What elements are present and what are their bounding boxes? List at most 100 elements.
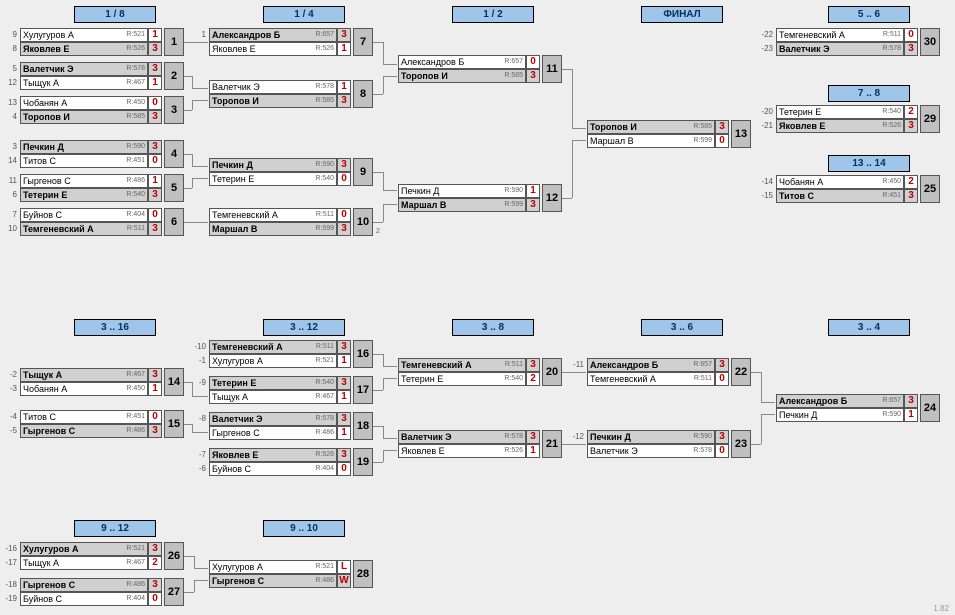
player-rating: R:657: [693, 359, 712, 371]
match: -16Хулугуров АR:5213-17Тыщук АR:467226: [2, 542, 162, 570]
match: Печкин ДR:5901Маршал ВR:599312: [380, 184, 540, 212]
player-name: Гыргенов С: [212, 427, 260, 439]
seed: [380, 55, 398, 69]
match-number: 15: [164, 410, 184, 438]
match-number: 11: [542, 55, 562, 83]
player-rating: R:578: [504, 431, 523, 443]
seed: -8: [191, 412, 209, 426]
seed: [380, 372, 398, 386]
player-rating: R:521: [315, 561, 334, 573]
score: 3: [526, 198, 540, 212]
match-number: 6: [164, 208, 184, 236]
player-rating: R:526: [315, 449, 334, 461]
player-cell: Печкин ДR:590: [587, 430, 715, 444]
bracket-connector: [184, 110, 192, 111]
player-rating: R:540: [882, 106, 901, 118]
player-rating: R:467: [315, 391, 334, 403]
player-cell: Маршал ВR:599: [398, 198, 526, 212]
score: 3: [904, 189, 918, 203]
bracket-connector: [751, 444, 761, 445]
player-cell: Хулугуров АR:521: [20, 28, 148, 42]
player-name: Валетчик Э: [23, 63, 74, 75]
player-cell: Темгеневский АR:511: [209, 208, 337, 222]
match: Темгеневский АR:5113Тетерин ЕR:540220: [380, 358, 540, 386]
player-cell: Печкин ДR:590: [20, 140, 148, 154]
player-cell: Гыргенов СR:486: [20, 424, 148, 438]
seed: [758, 408, 776, 422]
player-cell: Тетерин ЕR:540: [398, 372, 526, 386]
match-number: 30: [920, 28, 940, 56]
player-name: Хулугуров А: [212, 355, 263, 367]
seed: 12: [2, 76, 20, 90]
match-number: 7: [353, 28, 373, 56]
seed: 6: [2, 188, 20, 202]
player-rating: R:451: [126, 411, 145, 423]
seed: [191, 390, 209, 404]
score: 3: [526, 430, 540, 444]
seed: [380, 444, 398, 458]
player-rating: R:511: [883, 29, 901, 41]
score: 0: [715, 372, 729, 386]
player-name: Яковлев Е: [212, 449, 258, 461]
seed: 5: [2, 62, 20, 76]
player-name: Маршал В: [590, 135, 634, 147]
bracket-connector: [184, 556, 194, 557]
player-cell: Тыщук АR:467: [20, 76, 148, 90]
player-name: Титов С: [23, 411, 56, 423]
player-name: Чобанян А: [23, 383, 67, 395]
score: 3: [148, 62, 162, 76]
player-name: Темгеневский А: [212, 209, 278, 221]
score: 0: [148, 96, 162, 110]
match-number: 8: [353, 80, 373, 108]
player-name: Темгеневский А: [23, 223, 94, 235]
round-header: 13 .. 14: [828, 155, 910, 172]
match: 5Валетчик ЭR:578312Тыщук АR:46712: [2, 62, 162, 90]
round-header: 7 .. 8: [828, 85, 910, 102]
match-number: 1: [164, 28, 184, 56]
player-cell: Александров БR:657: [776, 394, 904, 408]
seed: 14: [2, 154, 20, 168]
score: L: [337, 560, 351, 574]
match: -4Титов СR:4510-5Гыргенов СR:486315: [2, 410, 162, 438]
seed: 1: [191, 28, 209, 42]
match: Александров БR:6570Торопов ИR:585311: [380, 55, 540, 83]
score: 1: [337, 390, 351, 404]
player-cell: Темгеневский АR:511: [398, 358, 526, 372]
player-cell: Гыргенов СR:486: [209, 426, 337, 440]
seed: [758, 394, 776, 408]
player-name: Валетчик Э: [212, 81, 260, 93]
seed: -2: [2, 368, 20, 382]
player-cell: Торопов ИR:585: [209, 94, 337, 108]
seed: [380, 69, 398, 83]
player-name: Тыщук А: [23, 557, 59, 569]
score: 3: [337, 376, 351, 390]
player-name: Торопов И: [212, 95, 259, 107]
player-name: Хулугуров А: [212, 561, 263, 573]
score: 3: [148, 222, 162, 236]
player-name: Тетерин Е: [779, 106, 821, 118]
score: 0: [148, 154, 162, 168]
player-cell: Яковлев Е R:526: [209, 448, 337, 462]
seed: [191, 426, 209, 440]
bracket-connector: [572, 140, 573, 198]
player-cell: Печкин ДR:590: [209, 158, 337, 172]
player-name: Темгеневский А: [779, 29, 845, 41]
match: -11Александров БR:6573Темгеневский АR:51…: [569, 358, 729, 386]
seed: [569, 134, 587, 148]
score: 1: [526, 184, 540, 198]
score: 3: [337, 222, 351, 236]
player-name: Тетерин Е: [23, 189, 67, 201]
match: 13Чобанян АR:45004Торопов ИR:58533: [2, 96, 162, 124]
match: -9Тетерин ЕR:5403Тыщук АR:467117: [191, 376, 351, 404]
seed: [191, 158, 209, 172]
player-rating: R:599: [693, 135, 712, 147]
seed: [569, 372, 587, 386]
player-rating: R:657: [315, 29, 334, 41]
seed: 7: [2, 208, 20, 222]
score: 3: [904, 394, 918, 408]
player-rating: R:450: [126, 383, 145, 395]
player-name: Печкин Д: [779, 409, 817, 421]
player-name: Чобанян А: [23, 97, 67, 109]
score: 3: [904, 42, 918, 56]
player-rating: R:578: [882, 43, 901, 55]
